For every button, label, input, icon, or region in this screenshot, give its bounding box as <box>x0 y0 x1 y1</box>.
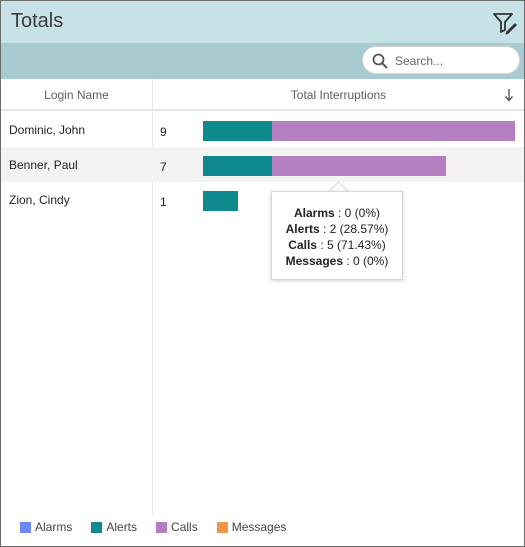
login-name: Dominic, John <box>9 123 86 137</box>
table-row[interactable]: Benner, Paul 7 <box>1 147 524 182</box>
bar-segment-alerts[interactable] <box>203 121 273 141</box>
column-header-total-interruptions[interactable]: Total Interruptions <box>153 79 524 111</box>
legend-item-alarms[interactable]: Alarms <box>20 519 72 535</box>
legend-swatch <box>216 521 228 533</box>
legend-item-calls[interactable]: Calls <box>156 519 198 535</box>
toolbar <box>1 43 524 79</box>
bar-segment-calls[interactable] <box>272 121 515 141</box>
legend-label: Messages <box>231 520 287 534</box>
bar-segment-calls[interactable] <box>272 156 446 176</box>
column-header-label: Total Interruptions <box>290 88 387 102</box>
legend-swatch <box>20 521 31 533</box>
search-input[interactable] <box>395 52 513 70</box>
panel-title: Totals <box>11 10 64 32</box>
legend-label: Alarms <box>35 520 73 534</box>
login-name: Benner, Paul <box>9 158 78 172</box>
bar-segment-alerts[interactable] <box>203 191 238 211</box>
tooltip-line-calls: Calls : 5 (71.43%) <box>288 238 386 252</box>
interruptions-bar[interactable] <box>203 156 446 176</box>
interruptions-bar[interactable] <box>203 121 515 141</box>
legend-label: Calls <box>171 520 198 534</box>
panel-header: Totals <box>1 1 524 43</box>
chart-legend: Alarms Alerts Calls Messages <box>20 519 305 535</box>
search-icon <box>372 53 388 69</box>
tooltip-line-messages: Messages : 0 (0%) <box>285 254 389 268</box>
table-row[interactable]: Zion, Cindy 1 <box>1 182 524 217</box>
column-header-login-name[interactable]: Login Name <box>1 79 152 111</box>
legend-item-messages[interactable]: Messages <box>216 519 287 535</box>
total-count: 1 <box>160 195 167 209</box>
arrow-down-icon[interactable] <box>504 88 514 102</box>
tooltip-line-alarms: Alarms : 0 (0%) <box>293 206 381 220</box>
table-row[interactable]: Dominic, John 9 <box>1 112 524 147</box>
bar-tooltip: Alarms : 0 (0%) Alerts : 2 (28.57%) Call… <box>271 191 403 280</box>
legend-item-alerts[interactable]: Alerts <box>91 519 137 535</box>
filter-edit-icon[interactable] <box>492 10 518 36</box>
total-count: 7 <box>160 160 167 174</box>
bar-segment-alerts[interactable] <box>203 156 273 176</box>
column-divider <box>152 79 153 515</box>
legend-label: Alerts <box>106 520 138 534</box>
tooltip-line-alerts: Alerts : 2 (28.57%) <box>285 222 389 236</box>
search-box[interactable] <box>362 46 520 74</box>
login-name: Zion, Cindy <box>9 193 70 207</box>
interruptions-bar[interactable] <box>203 191 238 211</box>
legend-swatch <box>156 521 168 533</box>
total-count: 9 <box>160 125 167 139</box>
legend-swatch <box>91 521 103 533</box>
